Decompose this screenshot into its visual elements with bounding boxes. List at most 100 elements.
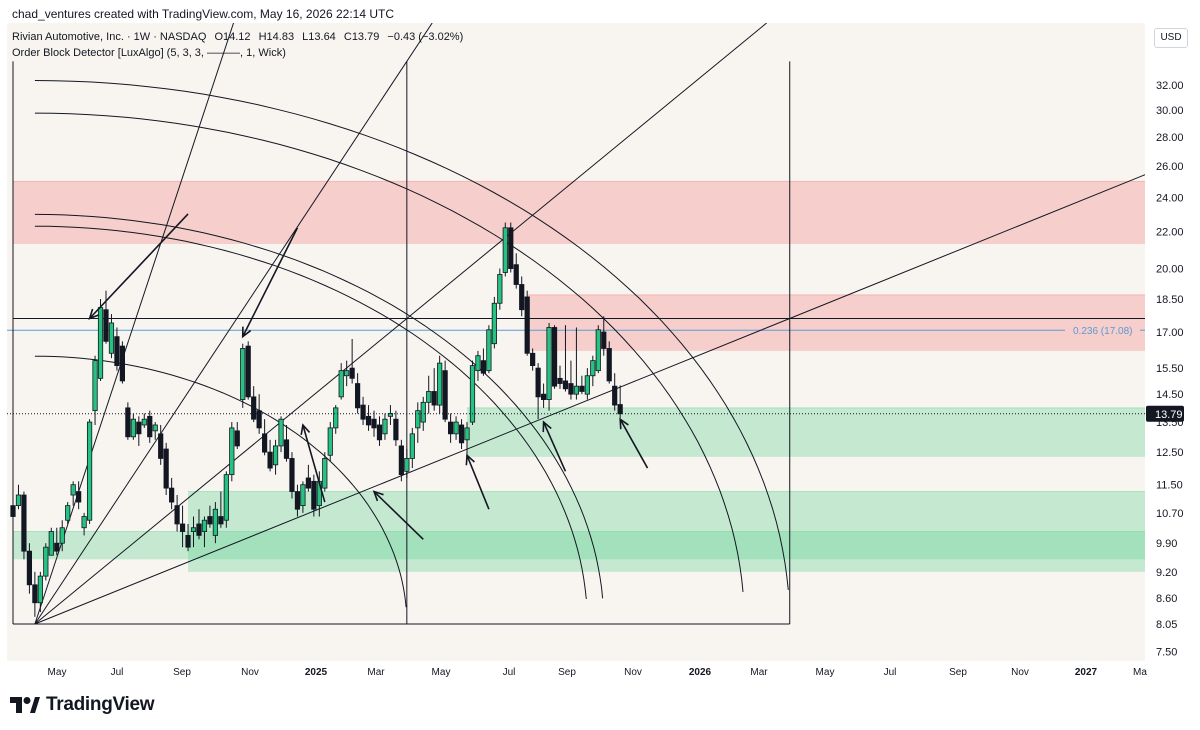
candle — [294, 484, 301, 517]
candle-body — [163, 448, 169, 489]
candle — [562, 325, 569, 392]
support-zone — [467, 407, 1145, 457]
arrow-head — [88, 308, 100, 320]
candle — [327, 422, 333, 462]
arrow-head — [619, 417, 629, 430]
arrow-annotation — [465, 453, 490, 510]
candle-body — [382, 418, 388, 435]
candle-body — [398, 445, 404, 476]
candle-body — [26, 550, 33, 586]
fib-level: 0.236 (17.08) — [7, 326, 1145, 337]
candle — [480, 348, 487, 376]
candle — [81, 512, 87, 536]
candle — [535, 363, 541, 420]
arrow-shaft — [302, 424, 326, 503]
candle — [447, 413, 454, 443]
candle — [54, 527, 60, 556]
candle-body — [179, 523, 186, 532]
symbol-name[interactable]: Rivian Automotive, Inc. · 1W · NASDAQ — [12, 31, 207, 43]
candle — [365, 405, 372, 431]
candle-body — [48, 531, 54, 556]
arrow-annotation — [241, 227, 299, 339]
candle — [426, 375, 432, 414]
candle-body — [289, 458, 295, 492]
legend: Rivian Automotive, Inc. · 1W · NASDAQ O1… — [12, 29, 463, 61]
price-tick-label: 9.20 — [1156, 567, 1177, 579]
candle-body — [508, 227, 514, 269]
low-value: L13.64 — [302, 31, 336, 43]
candle — [415, 402, 421, 443]
candle-body — [212, 508, 218, 536]
candle — [59, 520, 65, 552]
candle-body — [65, 505, 71, 521]
candle-body — [152, 424, 158, 432]
candle — [486, 325, 492, 374]
candle — [147, 410, 153, 443]
candle — [409, 427, 415, 469]
time-tick-label: Jul — [884, 667, 897, 678]
price-tick-label: 26.00 — [1156, 161, 1184, 173]
time-tick-label: Nov — [1011, 667, 1029, 678]
price-axis[interactable]: 32.00 30.00 28.00 26.00 24.00 22.00 20.00 18.50… — [7, 80, 1184, 659]
candle — [333, 405, 339, 434]
candle — [141, 413, 147, 428]
gann-arc-4 — [34, 225, 587, 600]
candle-body — [568, 383, 574, 395]
currency-button[interactable]: USD — [1154, 28, 1188, 48]
price-tick-label: 8.05 — [1156, 619, 1177, 631]
price-tick-label: 20.00 — [1156, 264, 1184, 276]
candle-body — [371, 418, 377, 429]
candle-body — [535, 367, 541, 398]
candle-body — [185, 534, 191, 548]
candle-body — [125, 407, 131, 438]
symbol-legend-row[interactable]: Rivian Automotive, Inc. · 1W · NASDAQ O1… — [12, 29, 463, 45]
gann-arc-outer — [34, 80, 789, 590]
arrow-annotation — [542, 420, 567, 472]
candle-body — [404, 458, 410, 472]
tradingview-logo-icon — [10, 697, 40, 713]
candle — [305, 464, 311, 492]
candle — [65, 502, 71, 524]
candle — [573, 327, 580, 400]
candle-body — [497, 274, 503, 304]
time-tick-label: Mar — [750, 667, 768, 678]
arrow-annotation — [619, 417, 649, 469]
candle — [601, 316, 607, 356]
indicator-legend-row[interactable]: Order Block Detector [LuxAlgo] (5, 3, 3,… — [12, 45, 463, 61]
candle-body — [37, 575, 43, 604]
candle — [300, 481, 306, 513]
candle — [163, 442, 169, 496]
candle — [322, 452, 328, 492]
gann-arc-2 — [34, 112, 744, 592]
time-tick-label: May — [48, 667, 67, 678]
candle — [382, 413, 388, 440]
candle — [360, 396, 366, 425]
candle-body — [97, 307, 104, 379]
candle-body — [546, 327, 552, 400]
candle-body — [349, 367, 355, 379]
price-tick-label: 15.50 — [1156, 363, 1184, 375]
price-tick-label: 12.50 — [1156, 447, 1184, 459]
candle-body — [387, 413, 394, 417]
indicator-name[interactable]: Order Block Detector [LuxAlgo] (5, 3, 3,… — [12, 47, 286, 59]
price-tick-label: 10.70 — [1156, 508, 1184, 520]
tradingview-logo[interactable]: TradingView — [10, 694, 155, 716]
candle — [475, 350, 481, 381]
time-tick-label: Sep — [949, 667, 967, 678]
candle-body — [442, 370, 448, 420]
candle-body — [294, 491, 301, 510]
time-tick-label: 2027 — [1075, 667, 1098, 678]
time-axis[interactable]: May Jul Sep Nov 2025 Mar May Jul Sep Nov 2026 Mar Ma… — [48, 667, 1148, 678]
candle — [590, 355, 596, 387]
candle-body — [601, 331, 607, 349]
candle-body — [519, 284, 525, 311]
arrow-shaft — [88, 213, 189, 320]
time-tick-label: Sep — [173, 667, 191, 678]
candle — [92, 355, 98, 425]
candle-body — [108, 322, 115, 354]
candle — [393, 410, 399, 446]
candle-body — [551, 327, 558, 387]
time-tick-label: Nov — [241, 667, 259, 678]
candle — [508, 222, 514, 273]
